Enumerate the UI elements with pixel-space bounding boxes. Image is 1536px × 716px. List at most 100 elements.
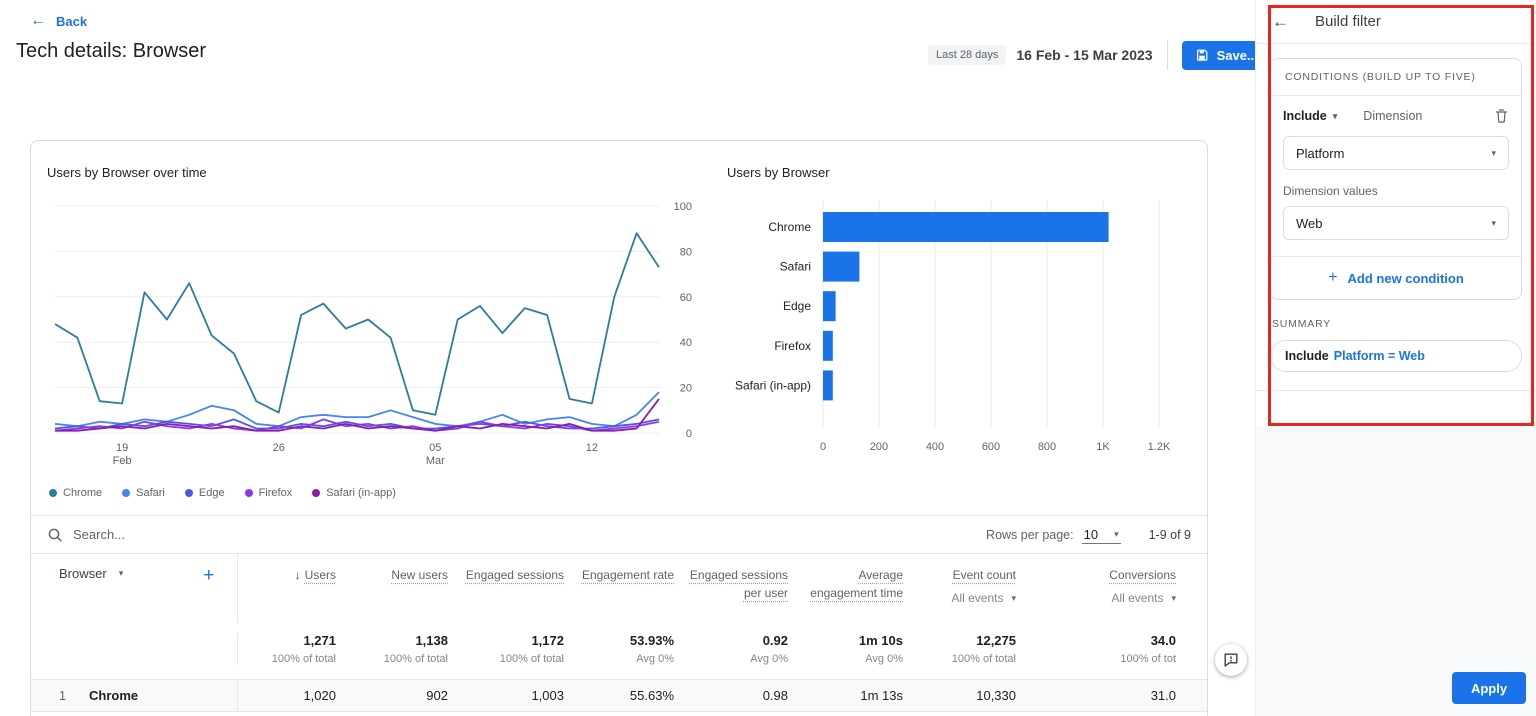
bar-category-label: Edge xyxy=(783,299,811,313)
trash-icon xyxy=(1494,108,1509,124)
legend-label: Safari (in-app) xyxy=(326,487,396,499)
bar-category-label: Firefox xyxy=(774,339,811,353)
conditions-label: CONDITIONS (BUILD UP TO FIVE) xyxy=(1271,59,1521,96)
column-header-event-count[interactable]: Event count All events▾ xyxy=(915,554,1028,623)
bar-safari-in-app xyxy=(823,370,833,400)
column-header-engagement-rate[interactable]: Engagement rate xyxy=(576,554,686,623)
bar-chrome xyxy=(823,212,1109,242)
search-input[interactable] xyxy=(73,527,333,542)
legend-dot xyxy=(185,489,193,497)
add-column-button[interactable]: + xyxy=(203,566,214,585)
bar-category-label: Safari (in-app) xyxy=(735,378,811,392)
row-index: 1 xyxy=(59,689,89,703)
y-tick-label: 100 xyxy=(674,201,692,213)
include-dropdown[interactable]: Include ▾ xyxy=(1283,109,1337,123)
column-subfilter[interactable]: All events ▾ xyxy=(1028,589,1176,607)
bar-chart-block: Users by Browser 02004006008001K1.2KChro… xyxy=(727,165,1207,499)
save-icon xyxy=(1195,48,1209,62)
column-header-label: New users xyxy=(391,568,448,582)
x-tick-sublabel: Mar xyxy=(426,455,445,467)
x-tick-label: 26 xyxy=(273,442,285,454)
delete-condition-button[interactable] xyxy=(1494,108,1509,124)
caret-down-icon: ▾ xyxy=(1491,149,1496,158)
legend-dot xyxy=(122,489,130,497)
date-range-chip[interactable]: Last 28 days xyxy=(928,45,1006,65)
dimension-select-value: Platform xyxy=(1296,146,1344,161)
column-header-conversions[interactable]: Conversions All events ▾ xyxy=(1028,554,1188,623)
total-subtext: 100% of total xyxy=(915,653,1016,665)
summary-label: SUMMARY xyxy=(1272,318,1520,330)
feedback-button[interactable] xyxy=(1215,644,1247,676)
chart-legend: Chrome Safari Edge Firefox Safari (in-app) xyxy=(47,487,727,499)
caret-down-icon: ▾ xyxy=(1491,219,1496,228)
back-button[interactable]: ← Back xyxy=(30,13,87,29)
x-tick-label: 800 xyxy=(1038,441,1056,453)
page-title: Tech details: Browser xyxy=(16,40,206,63)
subfilter-label: All events xyxy=(1111,589,1163,607)
legend-dot xyxy=(49,489,57,497)
panel-back-arrow-icon[interactable]: ← xyxy=(1272,12,1289,32)
total-subtext: Avg 0% xyxy=(576,653,674,665)
table-totals-row: 1,271100% of total1,138100% of total1,17… xyxy=(31,623,1207,679)
x-tick-sublabel: Feb xyxy=(113,455,132,467)
table-row-chrome[interactable]: 1Chrome1,0209021,00355.63%0.981m 13s10,3… xyxy=(31,679,1207,712)
dimension-values-value: Web xyxy=(1296,216,1323,231)
total-subtext: 100% of total xyxy=(238,653,336,665)
users-over-time-chart: 02040608010019Feb2605Mar12 xyxy=(47,188,702,470)
date-range-value[interactable]: 16 Feb - 15 Mar 2023 xyxy=(1016,47,1152,63)
legend-item-safari[interactable]: Safari xyxy=(122,487,165,499)
legend-item-firefox[interactable]: Firefox xyxy=(245,487,293,499)
add-new-condition-label: Add new condition xyxy=(1348,271,1464,286)
summary-operator: Include xyxy=(1285,349,1329,363)
row-cell: 10,330 xyxy=(915,688,1028,703)
column-header-label: Conversions xyxy=(1109,568,1176,582)
column-subfilter[interactable]: All events▾ xyxy=(915,589,1016,607)
legend-label: Firefox xyxy=(259,487,293,499)
x-tick-label: 200 xyxy=(870,441,888,453)
column-header-average-engagement-time[interactable]: Average engagement time xyxy=(800,554,915,623)
panel-divider xyxy=(1256,390,1536,391)
rows-per-page-select[interactable]: 10 ▾ xyxy=(1082,526,1121,544)
column-header-users[interactable]: ↓Users xyxy=(238,554,348,623)
x-tick-label: 400 xyxy=(926,441,944,453)
condition-operator-row: Include ▾ Dimension xyxy=(1283,108,1509,124)
column-header-label: Average engagement time xyxy=(810,568,903,600)
total-value: 0.92 xyxy=(686,633,788,648)
x-tick-label: 05 xyxy=(429,442,441,454)
column-header-new-users[interactable]: New users xyxy=(348,554,460,623)
caret-down-icon: ▾ xyxy=(1171,594,1176,603)
rows-per-page-label: Rows per page: xyxy=(986,528,1074,542)
total-subtext: 100% of total xyxy=(348,653,448,665)
x-tick-label: 19 xyxy=(116,442,128,454)
column-header-engaged-sessions[interactable]: Engaged sessions xyxy=(460,554,576,623)
caret-down-icon: ▾ xyxy=(1333,112,1338,121)
legend-item-safari-in-app[interactable]: Safari (in-app) xyxy=(312,487,396,499)
legend-item-chrome[interactable]: Chrome xyxy=(49,487,102,499)
total-subtext: Avg 0% xyxy=(800,653,903,665)
total-subtext: 100% of total xyxy=(460,653,564,665)
column-header-label: Event count xyxy=(953,568,1016,582)
dimension-selector[interactable]: Browser ▾ xyxy=(59,566,123,581)
row-name: Chrome xyxy=(89,688,138,703)
column-header-engaged-sessions-per-user[interactable]: Engaged sessions per user xyxy=(686,554,800,623)
row-cell: 0.98 xyxy=(686,688,800,703)
legend-item-edge[interactable]: Edge xyxy=(185,487,225,499)
row-cell: 902 xyxy=(348,688,460,703)
bar-firefox xyxy=(823,331,833,361)
header-actions: Last 28 days 16 Feb - 15 Mar 2023 Save..… xyxy=(928,40,1271,70)
dimension-select[interactable]: Platform ▾ xyxy=(1283,136,1509,170)
dimension-header-label: Browser xyxy=(59,566,107,581)
caret-down-icon: ▾ xyxy=(119,569,124,578)
total-subtext: Avg 0% xyxy=(686,653,788,665)
total-value: 53.93% xyxy=(576,633,674,648)
header-divider xyxy=(1167,40,1168,70)
search-icon xyxy=(47,527,63,543)
dimension-values-select[interactable]: Web ▾ xyxy=(1283,206,1509,240)
column-header-label: Engaged sessions per user xyxy=(690,568,788,600)
apply-button[interactable]: Apply xyxy=(1452,672,1526,704)
summary-expression: Platform = Web xyxy=(1334,349,1425,363)
condition-body: Include ▾ Dimension Platform ▾ Dimension… xyxy=(1271,96,1521,256)
column-header-label: Engagement rate xyxy=(582,568,674,582)
x-tick-label: 1K xyxy=(1096,441,1110,453)
add-new-condition-button[interactable]: + Add new condition xyxy=(1271,256,1521,299)
